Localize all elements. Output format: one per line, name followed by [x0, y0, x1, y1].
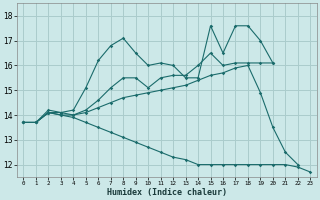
X-axis label: Humidex (Indice chaleur): Humidex (Indice chaleur) [107, 188, 227, 197]
